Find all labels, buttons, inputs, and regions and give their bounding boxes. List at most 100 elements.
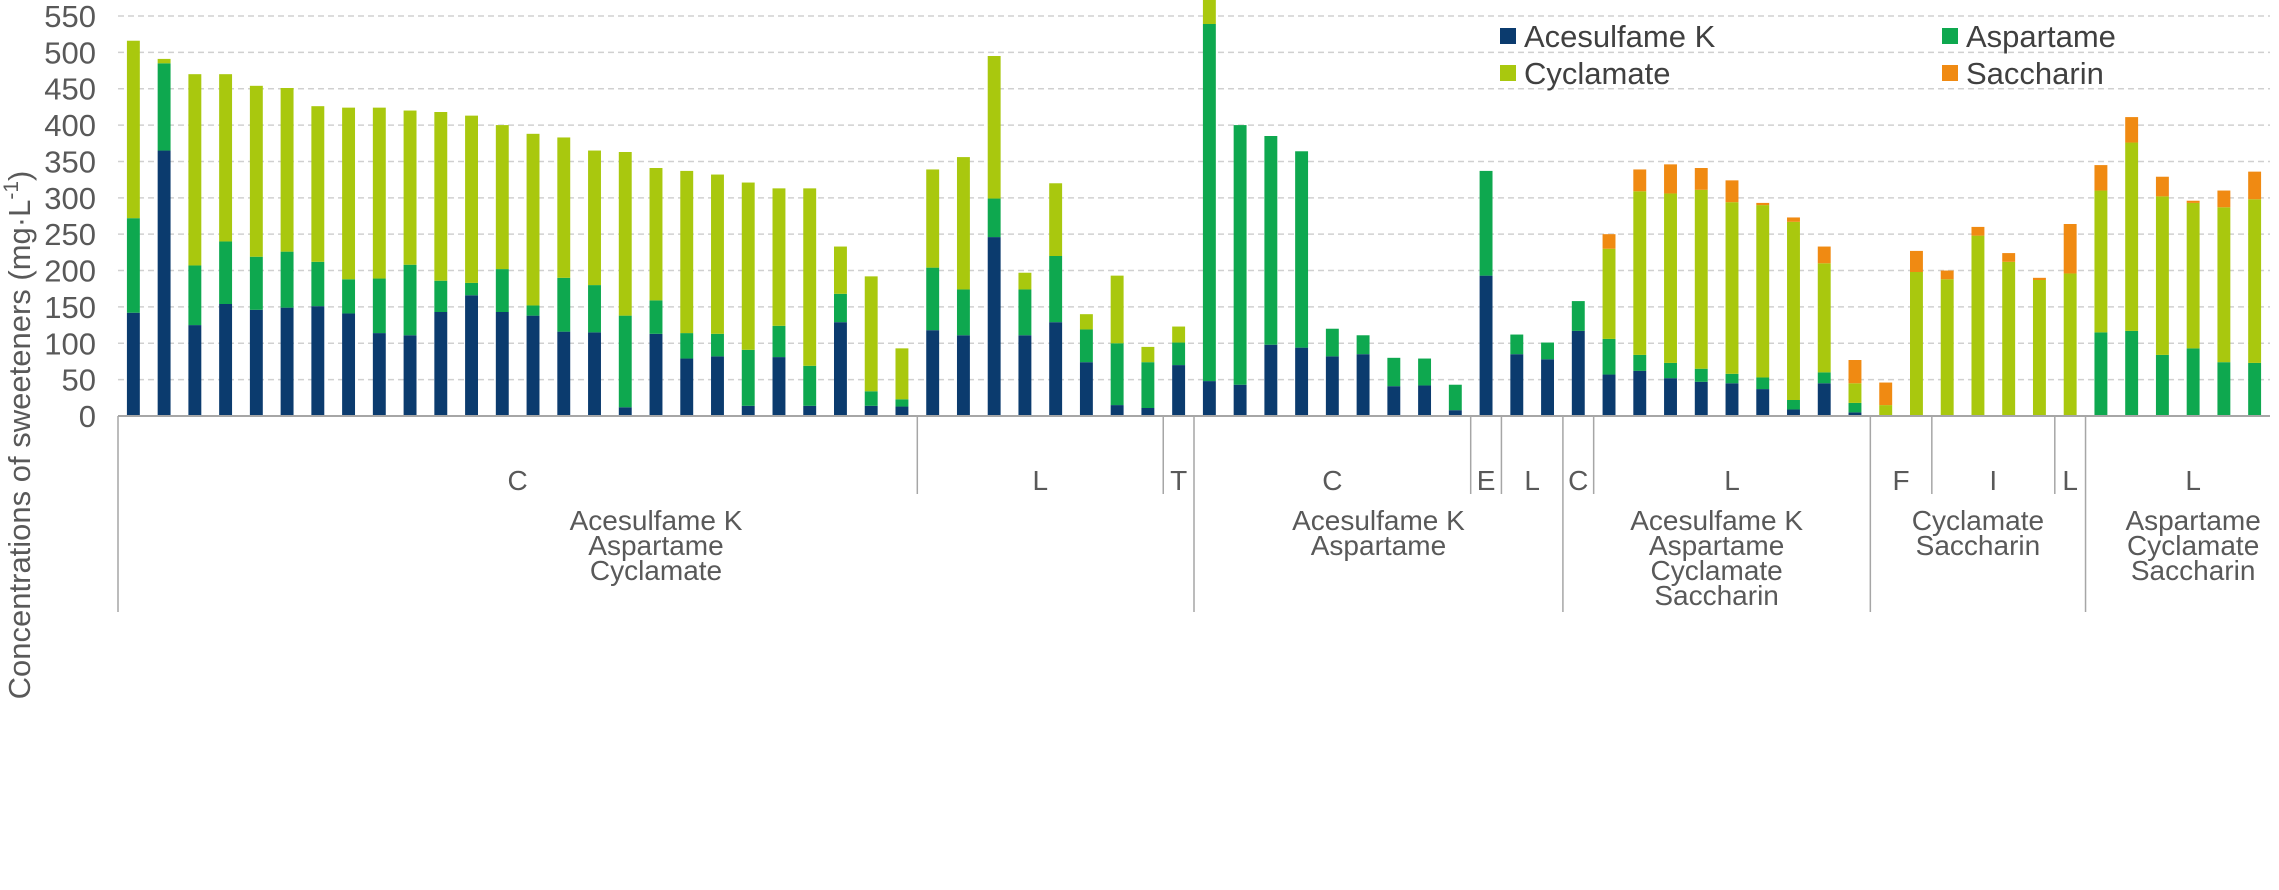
bar-segment-aspartame [2155,354,2169,416]
bar-segment-aspartame [1817,372,1831,384]
bar-segment-cyclamate [403,110,417,265]
bar-segment-aspartame [280,251,294,308]
bar-segment-cyclamate [1756,205,1770,378]
category-label-level1: L [1724,465,1740,496]
bar-segment-aspartame [803,365,817,406]
bar-segment-acesulfame-k [434,312,448,416]
bar-segment-cyclamate [434,112,448,281]
bar-segment-acesulfame-k [588,332,601,416]
bar-segment-acesulfame-k [1387,386,1401,416]
bar-segment-acesulfame-k [741,405,755,416]
bar-segment-saccharin [2125,117,2139,143]
legend-swatch [1942,65,1958,81]
bar-segment-aspartame [311,261,325,307]
y-axis-label: Concentrations of sweeteners (mg·L-1) [0,171,37,700]
bar-segment-acesulfame-k [249,309,263,416]
bar-segment-aspartame [1510,334,1524,355]
bar-segment-acesulfame-k [1756,389,1770,416]
bar-segment-acesulfame-k [1141,408,1155,416]
bar-segment-cyclamate [772,188,786,326]
bar-segment-aspartame [342,279,356,314]
bar-segment-cyclamate [1110,275,1124,344]
category-label-level1: C [508,465,528,496]
bar-segment-cyclamate [465,115,478,283]
bar-segment-aspartame [772,325,786,358]
bar-segment-acesulfame-k [1571,330,1585,416]
bar-segment-cyclamate [249,85,263,257]
y-axis-label-sup: -1 [0,181,23,200]
bar-segment-aspartame [495,269,509,312]
bar-segment-acesulfame-k [465,295,478,416]
bar-segment-acesulfame-k [1049,322,1063,416]
bar-segment-acesulfame-k [834,322,847,416]
bar-segment-acesulfame-k [1356,354,1370,416]
bar-segment-acesulfame-k [803,405,817,416]
bar-segment-acesulfame-k [1633,370,1647,416]
bars-layer [126,0,2262,416]
bar-segment-cyclamate [2125,142,2139,331]
bar-segment-acesulfame-k [1817,383,1831,416]
bar-segment-acesulfame-k [1110,405,1124,416]
bar-segment-acesulfame-k [1510,354,1524,416]
category-label-level1: L [2062,465,2078,496]
category-label-level2: Saccharin [2131,555,2256,586]
category-label-level2: Aspartame [1311,530,1446,561]
legend-swatch [1500,28,1516,44]
bar-segment-saccharin [1940,270,1954,280]
bar-segment-aspartame [956,289,970,336]
category-label-level1: L [1524,465,1540,496]
bar-segment-acesulfame-k [372,333,386,416]
bar-segment-cyclamate [2063,273,2077,416]
bar-segment-cyclamate [956,157,970,290]
bar-segment-cyclamate [1879,405,1893,416]
bar-segment-aspartame [1079,329,1093,363]
bar-segment-saccharin [2155,176,2169,197]
legend-label: Saccharin [1966,56,2104,91]
bar-segment-aspartame [864,391,878,406]
bar-segment-aspartame [1602,338,1616,375]
bar-segment-aspartame [987,198,1001,238]
category-label-level1: L [1032,465,1048,496]
bar-segment-acesulfame-k [219,304,233,416]
bar-segment-acesulfame-k [895,406,909,416]
y-tick-label: 200 [44,254,96,289]
bar-segment-acesulfame-k [1479,275,1493,416]
bar-segment-aspartame [465,282,478,296]
bar-segment-aspartame [1725,373,1739,384]
category-label-level1: L [2185,465,2201,496]
category-label-level2: Cyclamate [2127,530,2259,561]
bar-segment-aspartame [188,265,202,326]
category-label-level2: Cyclamate [590,555,722,586]
bar-segment-acesulfame-k [926,330,940,416]
bar-segment-aspartame [2094,332,2108,416]
y-tick-label: 500 [44,35,96,70]
bar-segment-cyclamate [588,150,601,286]
bar-segment-acesulfame-k [526,315,540,416]
category-label-level1: C [1568,465,1588,496]
bar-segment-acesulfame-k [495,312,509,416]
bar-segment-cyclamate [126,40,140,219]
bar-segment-aspartame [741,349,755,406]
bar-segment-cyclamate [1910,272,1923,416]
bar-segment-cyclamate [803,188,817,366]
bar-segment-saccharin [1664,164,1677,194]
bar-segment-cyclamate [711,174,724,334]
bar-segment-aspartame [249,256,263,310]
bar-segment-cyclamate [1787,221,1800,400]
bar-segment-cyclamate [649,168,663,301]
bar-segment-cyclamate [1018,272,1032,290]
bar-segment-aspartame [157,63,171,151]
bar-segment-acesulfame-k [1694,381,1708,416]
bar-segment-acesulfame-k [711,356,724,416]
bar-segment-saccharin [2217,190,2231,208]
bar-segment-aspartame [1110,343,1124,406]
category-label-level2: Cyclamate [1912,505,2044,536]
bar-segment-aspartame [1694,368,1708,382]
category-label-level2: Aspartame [2125,505,2260,536]
bar-segment-cyclamate [680,170,694,334]
bar-segment-acesulfame-k [403,335,417,416]
bar-segment-acesulfame-k [618,407,632,416]
bar-segment-acesulfame-k [157,150,171,416]
bar-segment-aspartame [926,267,940,331]
